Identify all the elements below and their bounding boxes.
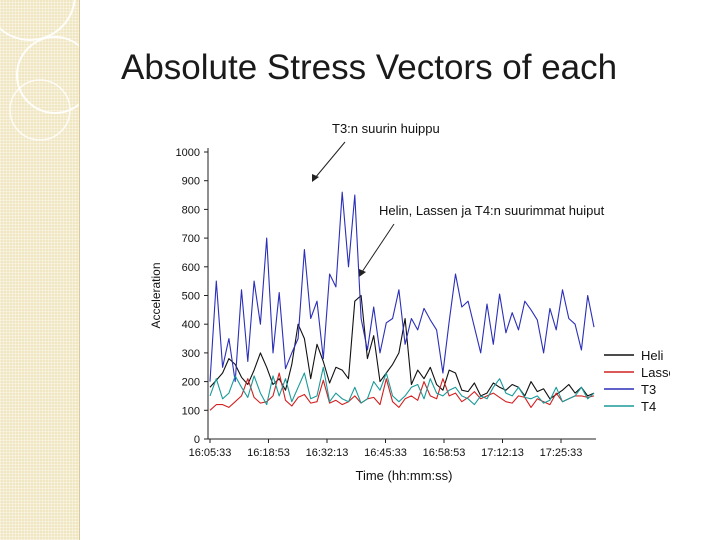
x-tick-label: 16:58:53 [423,447,466,459]
legend-label-t4: T4 [641,399,656,414]
y-tick-label: 600 [182,262,200,274]
series-line-t4 [209,366,595,406]
y-tick-label: 100 [182,405,200,417]
series-layer [209,191,595,411]
y-tick-label: 0 [194,434,200,446]
y-tick-label: 300 [182,348,200,360]
annotation-arrow-t3-peak [314,141,346,179]
x-tick-label: 16:32:13 [306,447,349,459]
decorative-side-band [0,0,80,540]
slide-title: Absolute Stress Vectors of each [121,48,618,87]
annotation-arrowhead-t3-peak [312,174,319,182]
x-tick-label: 16:18:53 [247,447,290,459]
y-tick-label: 200 [182,377,200,389]
x-tick-label: 17:12:13 [481,447,524,459]
series-line-lasse [209,372,595,411]
y-tick-label: 700 [182,233,200,245]
legend-label-heli: Heli [641,348,664,363]
legend: Heli Lasse T3 T4 [604,348,670,414]
x-tick-label: 16:45:33 [364,447,407,459]
y-tick-label: 1000 [176,147,200,159]
legend-label-lasse: Lasse [641,365,670,380]
x-tick-label: 17:25:33 [540,447,583,459]
y-tick-label: 400 [182,319,200,331]
chart: 0 100 200 300 400 500 600 700 800 900 1000 16:05:33… [149,121,670,483]
y-tick-label: 800 [182,204,200,216]
series-line-heli [209,294,595,400]
y-tick-label: 900 [182,176,200,188]
decorative-circles [0,0,79,141]
y-tick-label: 500 [182,291,200,303]
y-axis-label: Acceleration [149,262,163,328]
annotation-label-max-peaks: Helin, Lassen ja T4:n suurimmat huiput [379,203,605,218]
annotations: T3:n suurin huippu Helin, Lassen ja T4:n … [312,121,605,277]
annotation-label-t3-peak: T3:n suurin huippu [332,121,440,136]
series-line-t3 [209,191,595,383]
axes-layer: 0 100 200 300 400 500 600 700 800 900 1000 16:05:33… [149,147,596,483]
annotation-arrowhead-max-peaks [359,269,366,277]
x-tick-label: 16:05:33 [189,447,232,459]
annotation-arrow-max-peaks [361,223,395,273]
legend-label-t3: T3 [641,382,656,397]
x-axis-label: Time (hh:mm:ss) [355,468,452,483]
